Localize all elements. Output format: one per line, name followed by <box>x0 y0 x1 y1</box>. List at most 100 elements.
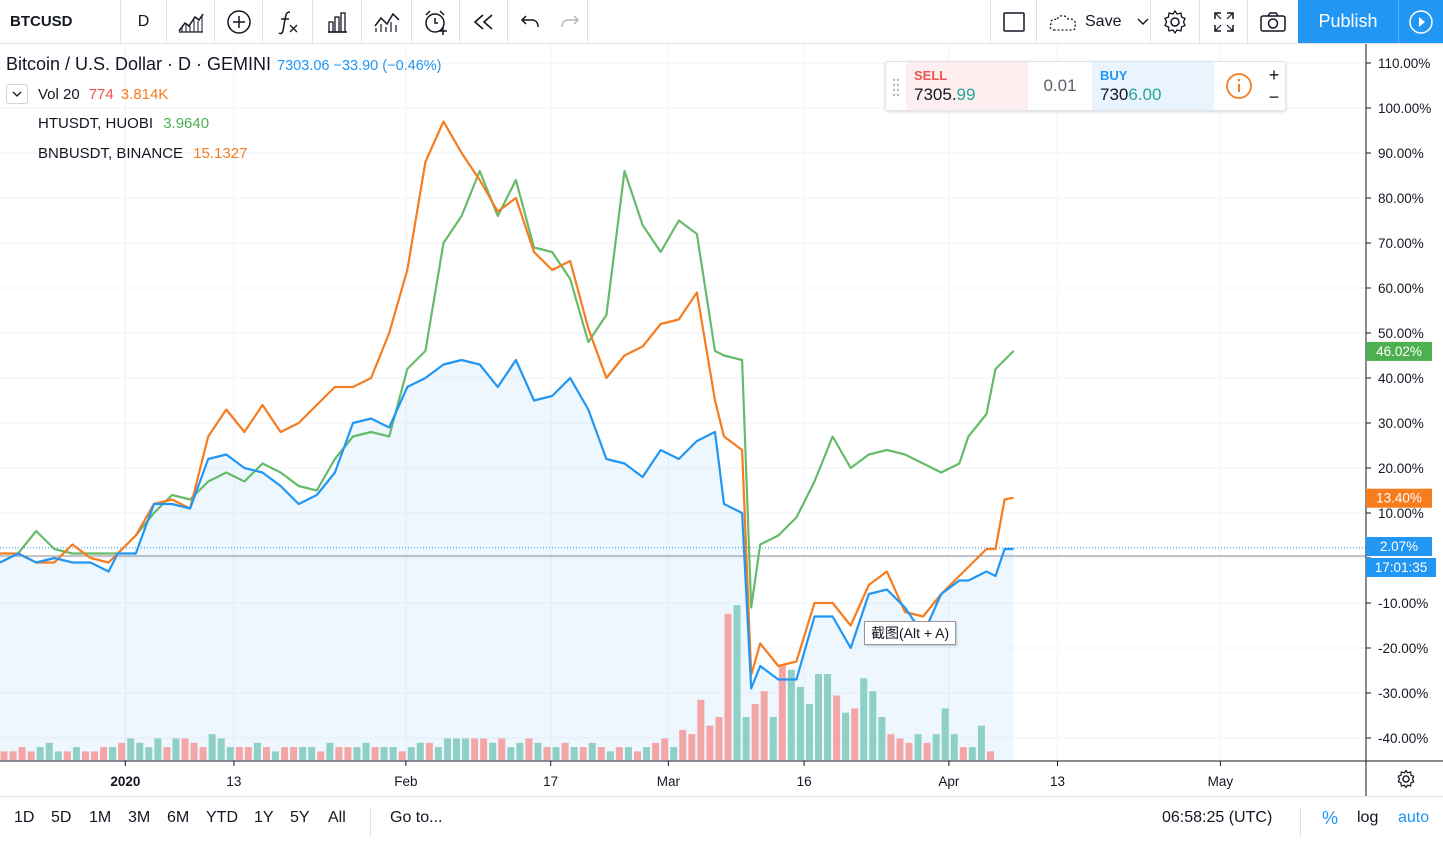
drag-handle-icon[interactable] <box>892 77 900 97</box>
percent-scale-toggle[interactable]: % <box>1322 808 1339 828</box>
interval-button[interactable]: D <box>121 0 167 43</box>
volume-bar <box>262 747 270 760</box>
htusdt-value: 3.9640 <box>163 115 210 132</box>
volume-bar <box>706 725 714 760</box>
layout-button[interactable] <box>990 0 1037 43</box>
play-button[interactable] <box>1398 0 1443 43</box>
y-tick-label: 20.00% <box>1378 461 1424 476</box>
htusdt-legend[interactable]: HTUSDT, HUOBI 3.9640 <box>38 115 209 132</box>
last-value-text: 46.02% <box>1376 344 1422 359</box>
save-label: Save <box>1085 12 1122 30</box>
timezone-clock[interactable]: 06:58:25 (UTC) <box>1162 809 1273 826</box>
alert-button[interactable] <box>412 0 460 43</box>
volume-bar <box>100 747 108 760</box>
volume-bar <box>281 747 289 760</box>
volume-bar <box>624 747 632 760</box>
series-line-htusdt[interactable] <box>0 169 1015 609</box>
volume-bar <box>742 717 750 760</box>
volume-bar <box>787 669 795 760</box>
redo-button[interactable] <box>552 0 588 43</box>
bnbusdt-legend[interactable]: BNBUSDT, BINANCE 15.1327 <box>38 145 247 162</box>
range-1y-button[interactable]: 1Y <box>254 809 274 826</box>
financials-button[interactable] <box>313 0 362 43</box>
alarm-clock-icon <box>424 9 447 35</box>
info-icon[interactable] <box>1225 72 1253 100</box>
volume-bar <box>489 742 497 760</box>
range-6m-button[interactable]: 6M <box>167 809 190 826</box>
snapshot-button[interactable] <box>1248 0 1298 43</box>
replay-button[interactable] <box>460 0 508 43</box>
series-line-btcusd[interactable] <box>0 358 1014 690</box>
range-1m-button[interactable]: 1M <box>89 809 112 826</box>
interval-label: D <box>137 12 150 30</box>
buy-button[interactable]: BUY 7306.00 <box>1092 62 1214 110</box>
range-1d-button[interactable]: 1D <box>14 809 35 826</box>
templates-button[interactable] <box>362 0 412 43</box>
range-5y-button[interactable]: 5Y <box>290 809 310 826</box>
volume-bar <box>18 747 26 760</box>
volume-bar <box>941 708 949 760</box>
symbol-search-button[interactable]: BTCUSD <box>0 0 121 43</box>
axis-settings-gear-icon[interactable] <box>1396 769 1416 789</box>
last-value-text: 17:01:35 <box>1375 560 1428 575</box>
volume-bar <box>0 751 8 760</box>
volume-bar <box>136 742 144 760</box>
volume-bar <box>326 742 334 760</box>
go-to-date-button[interactable]: Go to... <box>390 809 443 826</box>
volume-value: 774 <box>88 85 114 103</box>
indicators-button[interactable] <box>263 0 313 43</box>
volume-bar <box>842 712 850 760</box>
function-fx-icon <box>277 10 297 34</box>
range-ytd-button[interactable]: YTD <box>206 809 238 826</box>
range-all-button[interactable]: All <box>328 809 346 826</box>
y-tick-label: 80.00% <box>1378 191 1424 206</box>
volume-bar <box>805 704 813 760</box>
volume-bar <box>914 734 922 760</box>
sell-button[interactable]: SELL 7305.99 <box>906 62 1028 110</box>
price-chart[interactable]: 110.00% 100.00% 90.00% 80.00% 70.00% 60.00% 50… <box>0 44 1443 796</box>
volume-bar <box>606 751 614 760</box>
chart-settings-button[interactable] <box>1151 0 1200 43</box>
volume-bar <box>226 747 234 760</box>
volume-bar <box>127 738 135 760</box>
bottom-toolbar: 1D 5D 1M 3M 6M YTD 1Y 5Y All Go to... 06… <box>0 796 1443 845</box>
volume-bar <box>851 708 859 760</box>
htusdt-label: HTUSDT, HUOBI <box>38 115 154 132</box>
series-line-bnbusdt[interactable] <box>0 120 1014 677</box>
quantity-increase-button[interactable]: + <box>1268 65 1280 85</box>
volume-bar <box>471 738 479 760</box>
range-5d-button[interactable]: 5D <box>51 809 72 826</box>
auto-scale-toggle[interactable]: auto <box>1398 809 1430 826</box>
last-value-label <box>1366 341 1432 361</box>
volume-bar <box>453 738 460 760</box>
volume-bar <box>688 734 696 760</box>
fullscreen-button[interactable] <box>1200 0 1248 43</box>
log-scale-toggle[interactable]: log <box>1357 809 1379 826</box>
save-button[interactable]: Save <box>1037 0 1151 43</box>
volume-bar <box>950 734 958 760</box>
volume-bar <box>163 747 171 760</box>
volume-collapse-toggle[interactable] <box>6 84 28 104</box>
gear-icon <box>1164 9 1186 34</box>
quantity-decrease-button[interactable]: − <box>1268 87 1280 107</box>
quantity-field[interactable]: 0.01 <box>1043 76 1077 95</box>
volume-bar <box>36 747 44 760</box>
x-tick-label: 2020 <box>110 774 140 789</box>
undo-button[interactable] <box>508 0 552 43</box>
compare-button[interactable] <box>215 0 263 43</box>
volume-bar <box>525 738 533 760</box>
y-tick-label: -10.00% <box>1378 596 1428 611</box>
volume-bar <box>208 734 216 760</box>
fullscreen-icon <box>1213 11 1234 32</box>
volume-bar <box>652 742 660 760</box>
x-tick-label: 13 <box>1050 774 1065 789</box>
cloud-icon <box>1049 14 1077 31</box>
x-tick-label: Mar <box>657 774 681 789</box>
publish-button[interactable]: Publish <box>1298 0 1398 43</box>
chart-type-button[interactable] <box>167 0 215 43</box>
volume-bar <box>154 738 162 760</box>
range-3m-button[interactable]: 3M <box>128 809 151 826</box>
volume-bar <box>244 747 252 760</box>
volume-bar <box>588 742 596 760</box>
volume-bar <box>498 738 506 760</box>
